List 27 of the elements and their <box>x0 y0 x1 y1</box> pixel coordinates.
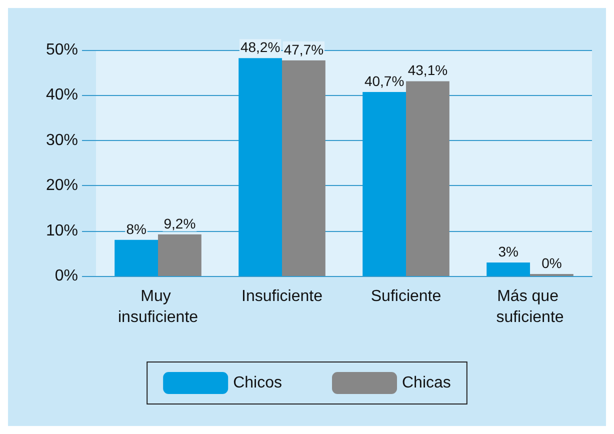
legend-label: Chicos <box>233 374 282 392</box>
bar <box>362 92 406 276</box>
bar <box>282 60 326 276</box>
bar <box>238 58 282 276</box>
data-label: 9,2% <box>164 215 196 232</box>
data-label: 48,2% <box>240 39 280 56</box>
y-tick-label: 30% <box>46 132 78 149</box>
data-label: 43,1% <box>408 62 448 78</box>
data-label: 3% <box>498 243 518 260</box>
y-tick-label: 40% <box>46 86 78 104</box>
y-tick-label: 20% <box>46 177 78 194</box>
data-label: 47,7% <box>284 41 324 58</box>
bar <box>114 240 158 276</box>
bar <box>158 234 202 276</box>
data-label: 0% <box>542 255 562 271</box>
legend-label: Chicas <box>402 374 451 392</box>
y-tick-label: 10% <box>46 222 78 240</box>
bar <box>486 262 530 276</box>
x-tick-label: Suficiente <box>370 288 442 305</box>
data-label: 8% <box>126 220 146 237</box>
y-tick-label: 50% <box>46 42 78 58</box>
x-tick-label: Muy insuficiente <box>118 288 198 326</box>
x-tick-label: Más que suficiente <box>496 288 564 326</box>
x-tick-label: Insuficiente <box>242 288 323 305</box>
data-label: 40,7% <box>364 73 404 90</box>
bar <box>406 81 450 276</box>
y-tick-label: 0% <box>54 268 78 284</box>
